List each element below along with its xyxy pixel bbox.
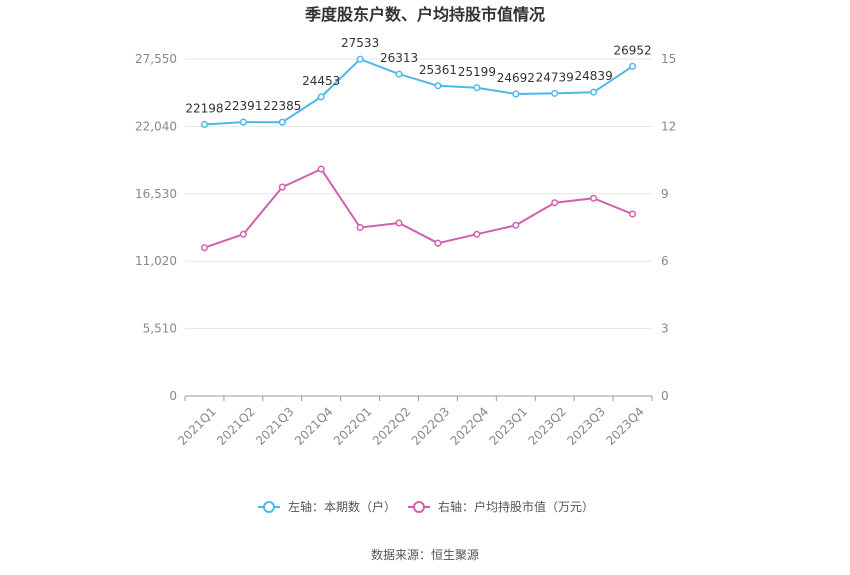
x-axis-tick-label: 2021Q1: [175, 404, 219, 448]
legend-marker-point: [413, 501, 425, 513]
data-label: 24692: [497, 71, 535, 85]
chart-title: 季度股东户数、户均持股市值情况: [304, 5, 545, 24]
data-label: 22198: [185, 101, 223, 115]
series-point-right: [512, 221, 520, 229]
series-point-right: [395, 219, 403, 227]
data-label: 26952: [613, 43, 651, 57]
x-axis-tick-label: 2021Q4: [292, 404, 336, 448]
data-label: 22385: [263, 99, 301, 113]
series-point-right: [551, 199, 559, 207]
data-label: 24739: [536, 70, 574, 84]
series-point-right: [278, 183, 286, 191]
data-label: 22391: [224, 99, 262, 113]
left-axis: 0 5,510 11,020 16,530 22,040 27,550: [135, 52, 177, 403]
series-point-right: [317, 165, 325, 173]
series-point-left: [200, 120, 209, 129]
x-axis: 2021Q12021Q22021Q32021Q42022Q12022Q22022…: [175, 395, 653, 448]
grid-layer: [185, 58, 652, 330]
series-point-left: [317, 93, 325, 101]
right-axis-tick-label: 0: [661, 389, 669, 403]
left-axis-tick-label: 22,040: [135, 119, 177, 133]
x-axis-tick-label: 2023Q4: [603, 404, 647, 448]
series-point-left: [551, 89, 559, 97]
left-axis-tick-label: 27,550: [135, 52, 177, 66]
x-axis-tick-label: 2023Q1: [487, 404, 531, 448]
series-point-right: [200, 244, 209, 252]
right-axis-tick-label: 3: [661, 322, 669, 336]
series-point-right: [434, 239, 442, 247]
data-source-note: 数据来源：恒生聚源: [371, 547, 479, 562]
legend-item-label: 右轴：户均持股市值（万元）: [438, 499, 594, 514]
left-axis-tick-label: 5,510: [143, 322, 177, 336]
series-point-left: [239, 118, 247, 126]
series-line-right: [204, 168, 633, 249]
data-label: 27533: [341, 36, 379, 50]
x-axis-tick-label: 2021Q3: [253, 404, 297, 448]
series-point-left: [356, 55, 364, 63]
x-axis-tick-label: 2021Q2: [214, 404, 258, 448]
series-point-left: [628, 62, 637, 70]
right-axis-tick-label: 9: [661, 187, 669, 201]
legend-marker-point: [263, 501, 275, 513]
data-label: 26313: [380, 51, 418, 65]
series-point-right: [239, 230, 247, 238]
left-axis-tick-label: 11,020: [135, 254, 177, 268]
x-axis-tick-label: 2022Q2: [370, 404, 414, 448]
series-point-left: [395, 70, 403, 78]
x-axis-tick-label: 2022Q1: [331, 404, 375, 448]
series-point-right: [356, 223, 364, 232]
data-label: 25199: [458, 65, 496, 79]
right-axis: 0 3 6 9 12 15: [661, 52, 676, 403]
legend[interactable]: 左轴：本期数（户） 右轴：户均持股市值（万元）: [258, 499, 594, 514]
series-point-left: [590, 88, 598, 96]
right-axis-tick-label: 15: [661, 52, 676, 66]
series-point-left: [278, 118, 286, 126]
series-point-right: [628, 210, 637, 218]
left-axis-tick-label: 16,530: [135, 187, 177, 201]
series-point-right: [590, 194, 598, 202]
series-point-left: [512, 90, 520, 98]
x-axis-tick-label: 2023Q2: [525, 404, 569, 448]
x-axis-tick-label: 2022Q3: [409, 404, 453, 448]
x-axis-tick-label: 2022Q4: [448, 404, 492, 448]
left-axis-tick-label: 0: [169, 389, 177, 403]
series-point-right: [473, 230, 481, 238]
data-label: 25361: [419, 63, 457, 77]
series-line-left: [204, 58, 634, 126]
data-label: 24453: [302, 74, 340, 88]
right-axis-tick-label: 6: [661, 254, 669, 268]
x-axis-tick-label: 2023Q3: [564, 404, 608, 448]
legend-item-label: 左轴：本期数（户）: [288, 499, 396, 514]
right-axis-tick-label: 12: [661, 119, 676, 133]
series-point-left: [473, 84, 481, 92]
data-label: 24839: [575, 69, 613, 83]
series-point-left: [434, 82, 442, 90]
